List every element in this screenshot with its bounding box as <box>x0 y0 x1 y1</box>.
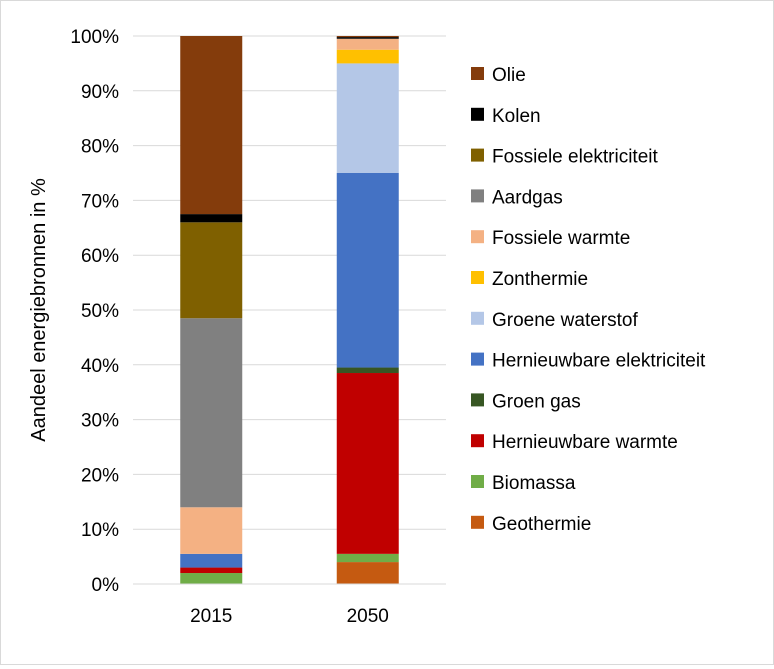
bar-segment <box>336 37 399 39</box>
legend-swatch <box>471 189 484 203</box>
y-axis-ticks: 0% 10% 20% 30% 40% 50% 60% 70% 80% 90% 100% <box>70 27 119 596</box>
bar-segment <box>180 573 243 584</box>
legend-label: Fossiele elektriciteit <box>492 147 658 168</box>
x-tick-label: 2050 <box>347 606 389 627</box>
legend-swatch <box>471 230 484 244</box>
legend-swatch <box>471 271 484 284</box>
bar-segment <box>336 173 399 368</box>
y-tick-label: 40% <box>81 356 119 377</box>
bar-segment <box>180 507 243 554</box>
legend-label: Kolen <box>492 106 541 127</box>
legend-label: Fossiele warmte <box>492 228 630 249</box>
x-tick-label: 2015 <box>190 606 232 627</box>
legend-label: Hernieuwbare warmte <box>492 432 678 453</box>
legend-label: Hernieuwbare elektriciteit <box>492 351 706 372</box>
legend-label: Groen gas <box>492 391 581 412</box>
legend-swatch <box>471 434 484 448</box>
bar-segment <box>180 567 243 574</box>
y-tick-label: 90% <box>81 82 119 103</box>
y-tick-label: 30% <box>81 411 119 432</box>
bar-segment <box>180 318 243 508</box>
bar-segment <box>180 553 243 568</box>
y-tick-label: 20% <box>81 465 119 486</box>
legend-swatch <box>471 311 484 325</box>
bar-segment <box>336 562 399 584</box>
x-axis-ticks: 2015 2050 <box>190 606 389 627</box>
y-tick-label: 60% <box>81 246 119 267</box>
y-tick-label: 50% <box>81 301 119 322</box>
legend-swatch <box>471 148 484 162</box>
y-tick-label: 10% <box>81 520 119 541</box>
legend-label: Zonthermie <box>492 269 588 290</box>
legend-swatch <box>471 515 484 529</box>
legend-swatch <box>471 67 484 80</box>
bar-segment <box>336 553 399 563</box>
bar-segment <box>336 49 399 64</box>
y-tick-label: 100% <box>70 27 119 48</box>
bar-segment <box>180 214 243 223</box>
bar-segment <box>180 36 243 215</box>
legend-swatch <box>471 393 484 407</box>
bar-segment <box>336 38 399 50</box>
y-tick-label: 80% <box>81 137 119 158</box>
bar-segment <box>336 63 399 173</box>
gridlines <box>133 35 446 530</box>
legend-label: Olie <box>492 65 526 86</box>
legend-label: Geothermie <box>492 514 591 535</box>
y-tick-label: 70% <box>81 191 119 212</box>
y-tick-label: 0% <box>92 575 120 596</box>
legend-label: Aardgas <box>492 187 563 208</box>
legend-swatch <box>471 352 484 366</box>
bar-segment <box>336 36 399 38</box>
bars <box>180 36 399 584</box>
legend-swatch <box>471 475 484 488</box>
bar-segment <box>336 367 399 374</box>
legend-label: Groene waterstof <box>492 310 638 331</box>
bar-segment <box>336 373 399 554</box>
legend-label: Biomassa <box>492 473 576 494</box>
legend: Olie Kolen Fossiele elektriciteit Aardgas Fo… <box>471 65 706 535</box>
bar-segment <box>180 222 243 319</box>
y-axis-label: Aandeel energiebronnen in % <box>28 178 50 442</box>
legend-swatch <box>471 107 484 121</box>
